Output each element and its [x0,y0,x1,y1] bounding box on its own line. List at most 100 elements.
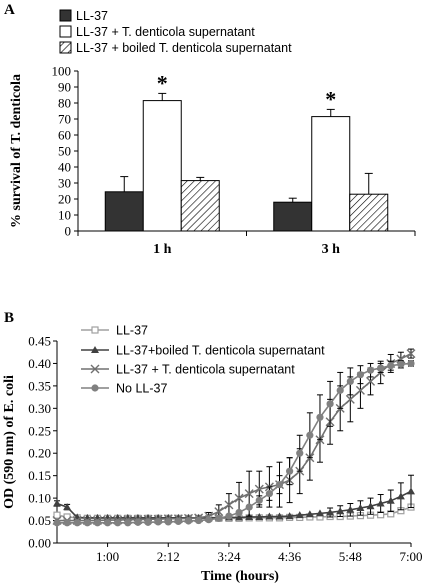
x-tick-label: 2:12 [157,549,180,564]
data-point [387,362,395,370]
x-axis-title: Time (hours) [201,569,279,584]
y-tick-label: 40 [58,160,71,175]
data-point [214,507,224,517]
data-point [407,359,415,368]
data-point [397,360,405,368]
data-point [174,517,182,526]
data-point [356,503,365,511]
y-tick-label: 0.10 [28,491,51,506]
legend-swatch-0 [59,9,72,22]
legend-label-2: LL-37 + boiled T. denticola supernatant [76,41,292,55]
y-tick-label: 0.20 [28,446,51,461]
data-point [255,512,264,520]
data-point [73,519,81,527]
data-point [336,507,345,515]
y-tick-label: 30 [58,176,71,191]
data-point [144,518,152,526]
y-tick-label: 90 [58,80,71,95]
chart-b: 0.00 0.05 0.10 0.15 0.20 0.25 0.30 0.35 0.40 0.45… [2,324,423,585]
panel-b-letter: B [4,310,14,326]
bar-0-0 [104,191,144,232]
data-point [285,512,294,520]
legend-marker-0 [91,326,99,334]
data-point [355,385,365,395]
legend-label-3: No LL-37 [116,382,167,396]
data-point [164,518,172,526]
legend-marker-3 [91,384,99,392]
data-point [296,449,304,457]
data-point [53,519,61,527]
y-tick-label: 0.00 [28,536,51,551]
y-tick-label: 0 [65,224,72,239]
category-label: 1 h [153,242,172,257]
data-point [366,366,375,374]
y-tick-label: 60 [58,128,71,143]
category-label: 3 h [322,242,341,257]
legend-label-2: LL-37 + T. denticola supernatant [116,363,295,377]
y-tick-label: 0.25 [28,423,51,438]
data-point [346,377,354,385]
data-point [396,492,405,500]
data-point [275,512,284,520]
data-point [205,516,213,524]
data-point [114,519,122,527]
data-point [386,496,395,504]
data-point [306,431,314,439]
panel-a-letter: A [4,2,15,18]
data-point [396,354,406,364]
x-tick-label: 5:48 [339,549,362,564]
data-point [376,499,385,507]
data-point [326,508,335,516]
series-line-2 [57,352,412,522]
data-point [366,376,376,386]
significance-star: * [325,86,336,111]
data-point [215,514,223,522]
data-point [103,513,112,521]
y-tick-label: 0.30 [28,401,51,416]
data-point [195,516,203,525]
data-point [63,503,72,511]
bar-1-0 [142,100,182,232]
x-tick-label: 7:00 [399,549,422,564]
x-tick-label: 1:00 [96,549,119,564]
y-tick-label: 0.05 [28,513,51,528]
data-point [316,413,324,421]
data-point [63,519,71,527]
series-3 [53,359,415,527]
data-point [366,502,375,510]
bar-0-1 [273,201,313,232]
data-point [134,518,142,526]
data-point [255,496,263,504]
legend-swatch-2 [59,41,72,54]
data-point [356,371,365,379]
y-tick-label: 10 [58,208,71,223]
legend-marker-1 [91,346,99,353]
data-point [235,508,243,517]
data-point [93,519,102,527]
significance-star: * [157,70,168,95]
data-point [245,503,253,511]
x-tick-label: 4:36 [278,549,302,564]
data-point [184,517,193,525]
data-point [346,505,355,513]
data-point [53,511,61,519]
y-tick-label: 0.40 [28,356,51,371]
y-tick-label: 0.35 [28,378,51,393]
data-point [377,364,385,372]
data-point [154,518,162,526]
data-point [275,481,284,489]
data-point [295,511,304,519]
legend-marker-2 [90,364,100,374]
data-point [235,513,244,521]
y-tick-label: 50 [58,144,71,159]
data-point [407,487,415,495]
y-axis-title: OD (590 nm) of E. coli [2,375,17,509]
bar-1-1 [311,116,351,232]
data-point [305,510,314,518]
data-point [225,512,233,520]
data-point [83,519,91,527]
data-point [265,490,273,498]
y-tick-label: 80 [58,96,71,111]
data-point [315,509,324,517]
data-point [336,386,344,394]
